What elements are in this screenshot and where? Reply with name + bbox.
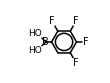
Text: F: F [73,16,79,26]
Text: B: B [42,37,49,47]
Text: HO: HO [28,46,42,55]
Text: F: F [73,58,79,68]
Text: F: F [49,16,55,26]
Text: F: F [83,37,89,47]
Text: HO: HO [28,29,42,38]
